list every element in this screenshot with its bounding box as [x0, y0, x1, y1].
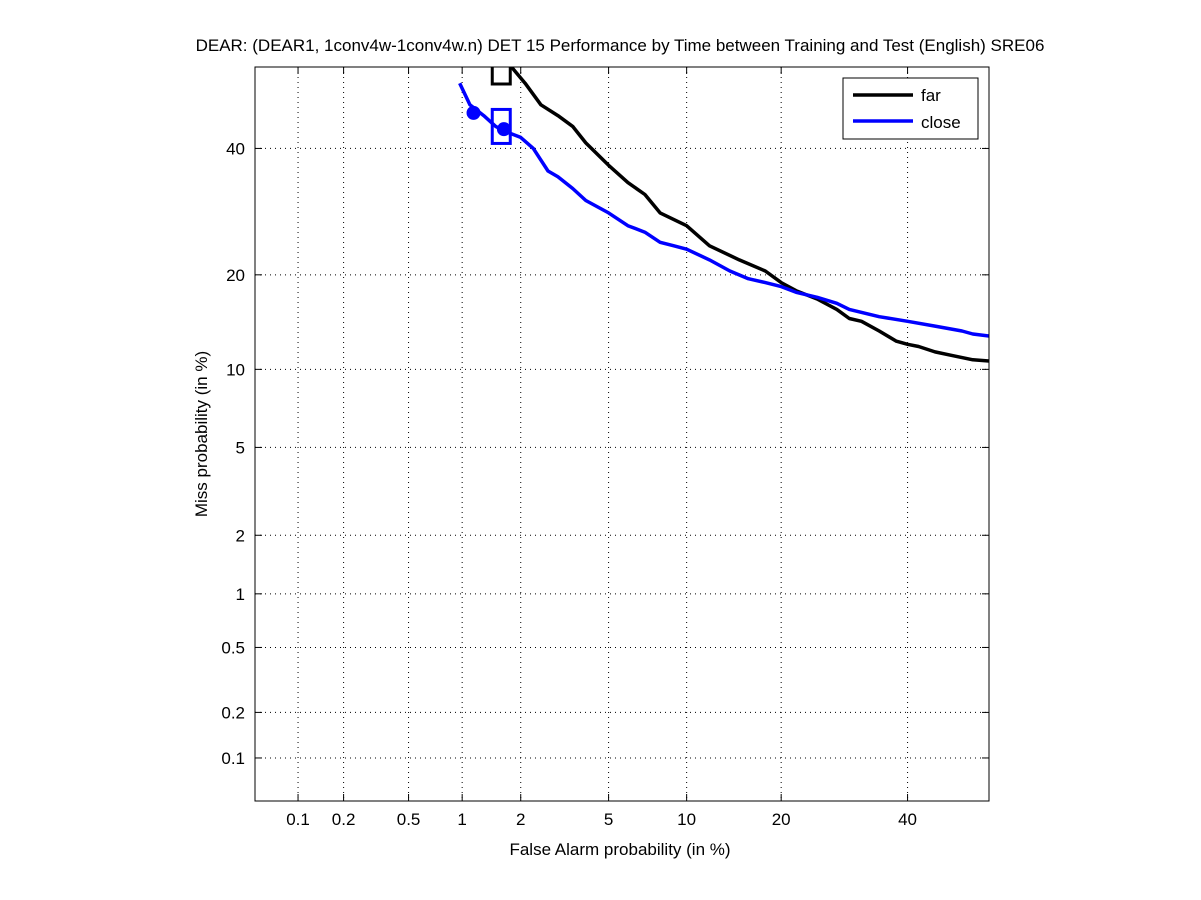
y-tick-label: 20: [226, 266, 245, 285]
x-tick-label: 1: [457, 810, 466, 829]
x-tick-label: 0.2: [332, 810, 356, 829]
y-tick-label: 5: [236, 438, 245, 457]
y-tick-label: 2: [236, 526, 245, 545]
x-tick-label: 2: [516, 810, 525, 829]
legend-box: [842, 77, 979, 140]
series-line-close: [458, 82, 989, 338]
x-axis-label: False Alarm probability (in %): [509, 840, 730, 859]
plot-area: [255, 67, 989, 801]
y-tick-label: 0.2: [221, 703, 245, 722]
chart-title: DEAR: (DEAR1, 1conv4w-1conv4w.n) DET 15 …: [196, 36, 1045, 55]
y-tick-label: 0.5: [221, 638, 245, 657]
x-tick-label: 0.1: [286, 810, 310, 829]
y-axis-ticks: 0.1 0.2 0.5 1 2 5 10 20 40: [221, 139, 989, 768]
x-tick-label: 20: [772, 810, 791, 829]
x-tick-label: 0.5: [397, 810, 421, 829]
x-tick-label: 10: [677, 810, 696, 829]
marker-close-box: [490, 107, 512, 145]
legend: far close: [842, 77, 979, 140]
y-tick-label: 1: [236, 585, 245, 604]
x-tick-label: 5: [604, 810, 613, 829]
legend-label-close: close: [921, 113, 961, 132]
marker-close-circle: [466, 105, 481, 120]
x-axis-ticks: 0.1 0.2 0.5 1 2 5 10 20 40: [286, 67, 917, 829]
plot-frame: [254, 66, 990, 802]
marker-close-circle: [496, 122, 511, 137]
y-axis-label: Miss probability (in %): [192, 351, 211, 517]
y-tick-label: 40: [226, 139, 245, 158]
series-layer: [458, 67, 989, 363]
marker-far-box: [490, 67, 512, 86]
y-tick-label: 0.1: [221, 749, 245, 768]
x-tick-label: 40: [898, 810, 917, 829]
y-tick-label: 10: [226, 360, 245, 379]
legend-label-far: far: [921, 86, 941, 105]
series-line-far: [510, 67, 989, 363]
